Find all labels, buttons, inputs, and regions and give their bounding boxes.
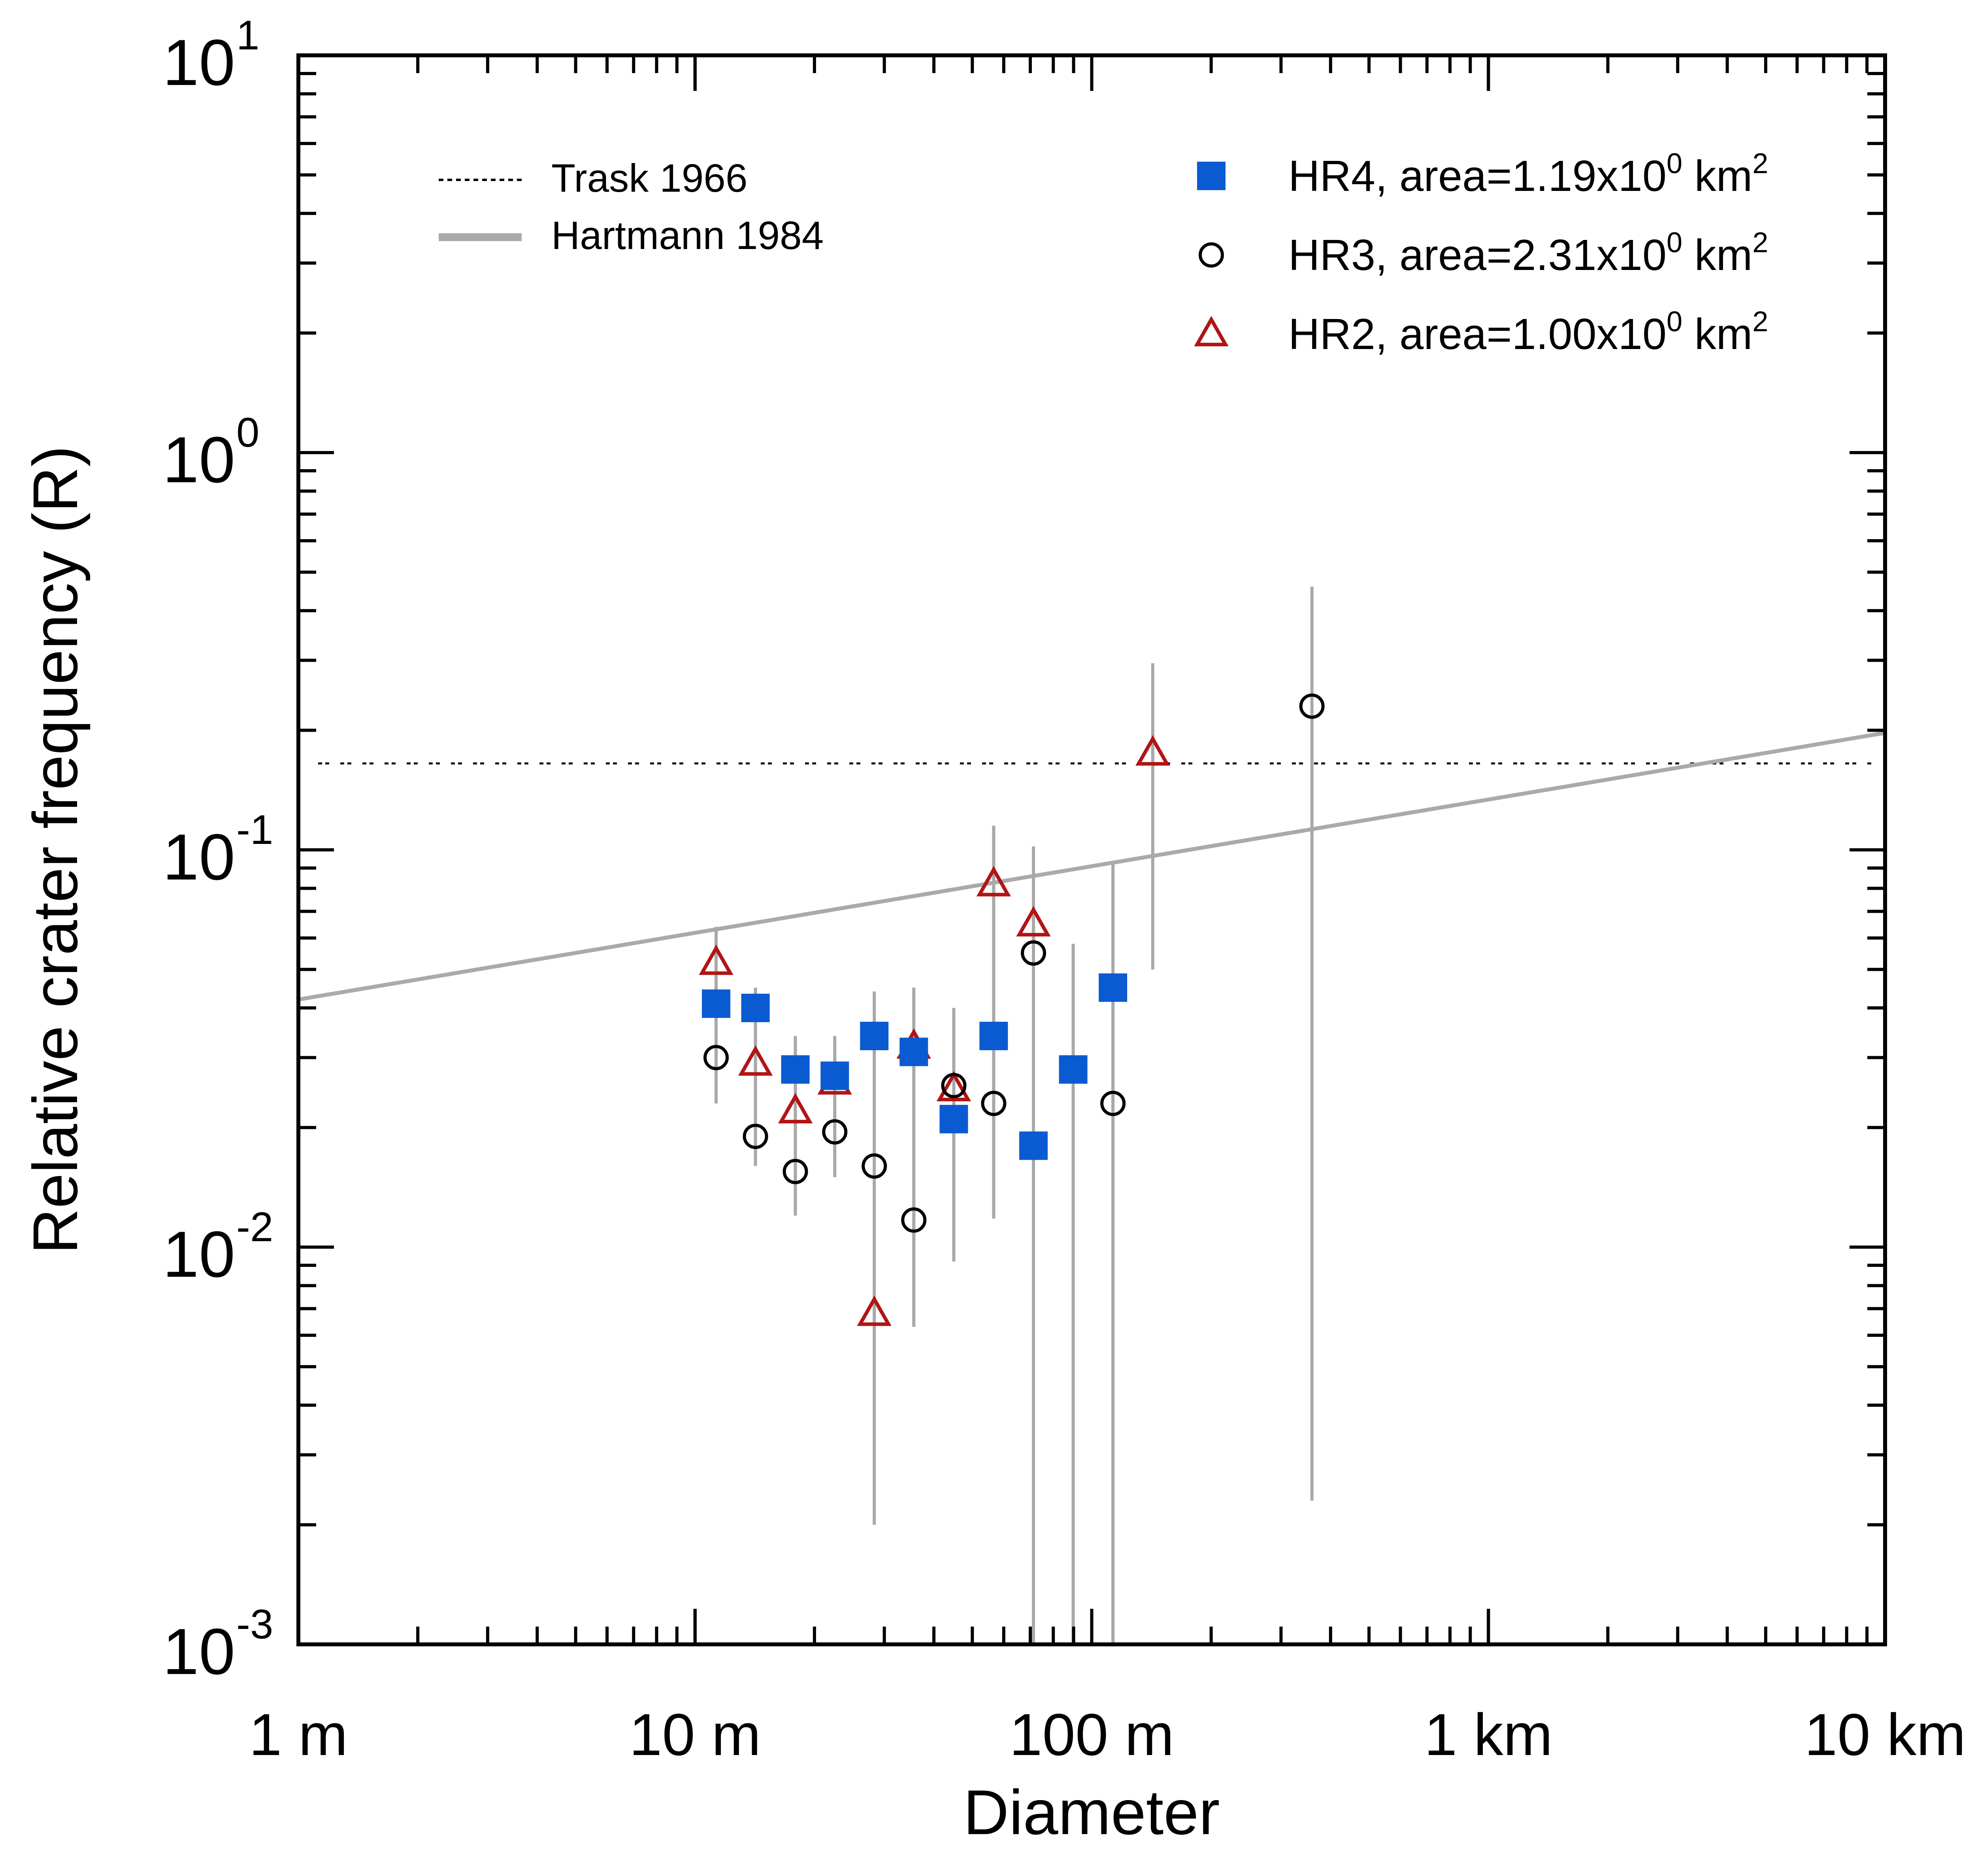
hr3-data-point — [703, 1045, 729, 1070]
hr4-data-point — [1059, 1055, 1088, 1084]
hr2-data-point — [1016, 906, 1051, 937]
hr4-data-point — [781, 1055, 810, 1084]
reference-lines — [298, 731, 1885, 1002]
legend-label-legend-exp: 0 — [1667, 148, 1682, 179]
legend-label-legend-unit: km — [1682, 231, 1752, 279]
legend-series-label: HR4, area=1.19x100 km2 — [1288, 148, 1768, 200]
hr3-data-point — [901, 1207, 927, 1233]
hr3-data-point — [782, 1159, 808, 1184]
x-tick-label: 10 m — [629, 1701, 761, 1768]
y-tick-label-exponent: -1 — [236, 807, 273, 853]
x-tick-label: 1 m — [249, 1701, 348, 1768]
y-tick-label-base: 10 — [162, 821, 235, 893]
y-tick-label-exponent: -2 — [236, 1204, 273, 1250]
hr4-data-point — [979, 1021, 1008, 1050]
hr4-data-point — [702, 989, 731, 1018]
axis-ticks — [297, 54, 1887, 1646]
legend-label-legend-prefix: HR2, area=1.00x10 — [1288, 310, 1667, 359]
hr3-data-point — [743, 1123, 768, 1149]
y-tick-label-exponent: -3 — [236, 1601, 273, 1648]
legend-label-legend-unit-exp: 2 — [1752, 148, 1768, 179]
hr4-data-point — [1099, 973, 1128, 1002]
hr3-data-point — [941, 1073, 967, 1098]
hr3-data-point — [1299, 693, 1325, 719]
x-tick-label: 100 m — [1009, 1701, 1174, 1768]
hr2-data-point — [1135, 735, 1170, 766]
hr3-data-point — [862, 1153, 887, 1179]
x-tick-label: 10 km — [1804, 1701, 1966, 1768]
hr3-data-point — [981, 1091, 1007, 1116]
hr2-data-point — [857, 1295, 892, 1326]
legend-trask-label: Trask 1966 — [551, 156, 748, 200]
y-axis-title: Relative crater frequency (R) — [20, 445, 91, 1254]
hr2-data-point — [738, 1045, 773, 1076]
legend-hr2-marker — [1194, 316, 1229, 347]
legend-series-label: HR2, area=1.00x100 km2 — [1288, 306, 1768, 359]
legend-hr4-marker — [1197, 162, 1226, 190]
legend-hartmann-label: Hartmann 1984 — [551, 213, 824, 258]
plot-frame — [296, 53, 1887, 1646]
hr2-data-point — [936, 1071, 971, 1102]
legend-label-legend-unit-exp: 2 — [1752, 227, 1768, 259]
hr2-data-point — [976, 866, 1011, 896]
hr4-data-point — [820, 1061, 849, 1090]
legend-label-legend-unit-exp: 2 — [1752, 306, 1768, 338]
hr4-data-point — [860, 1021, 889, 1050]
hr4-data-point — [899, 1038, 928, 1066]
y-tick-label-exponent: 1 — [236, 12, 259, 59]
hr2-data-point — [778, 1093, 813, 1123]
hr4-data-point — [1019, 1131, 1048, 1160]
x-tick-labels: 1 m 10 m 100 m 1 km 10 km — [249, 1701, 1966, 1768]
legend-series-label: HR3, area=2.31x100 km2 — [1288, 227, 1768, 279]
x-axis-title: Diameter — [963, 1777, 1220, 1848]
hr2-data-point — [699, 944, 733, 975]
y-tick-label-exponent: 0 — [236, 410, 259, 456]
hr3-data-point — [822, 1119, 848, 1145]
hartmann-1984-line — [298, 731, 1885, 1002]
legend-hr3-marker — [1199, 242, 1224, 268]
legend-label-legend-prefix: HR4, area=1.19x10 — [1288, 152, 1667, 200]
legend-label-legend-prefix: HR3, area=2.31x10 — [1288, 231, 1667, 279]
legend-label-legend-unit: km — [1682, 152, 1752, 200]
reference-legend: Trask 1966 Hartmann 1984 — [439, 156, 824, 258]
y-tick-label-base: 10 — [162, 26, 235, 99]
x-tick-label: 1 km — [1424, 1701, 1553, 1768]
y-tick-label-base: 10 — [162, 1218, 235, 1291]
y-tick-label-base: 10 — [162, 423, 235, 496]
data-markers — [699, 693, 1325, 1326]
hr4-data-point — [741, 993, 770, 1022]
legend-label-legend-exp: 0 — [1667, 227, 1682, 259]
hr3-data-point — [1021, 940, 1046, 966]
hr4-data-point — [939, 1105, 968, 1134]
legend-label-legend-unit: km — [1682, 310, 1752, 359]
y-tick-label-base: 10 — [162, 1615, 235, 1688]
hr3-data-point — [1100, 1091, 1126, 1116]
legend-label-legend-exp: 0 — [1667, 306, 1682, 338]
